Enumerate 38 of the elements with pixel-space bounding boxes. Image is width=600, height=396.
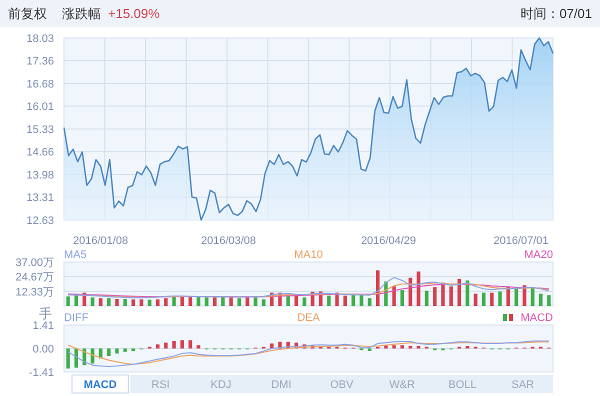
y-tick-label: 18.03: [26, 33, 54, 45]
text: DEA: [297, 312, 320, 324]
y-tick-label: 13.31: [26, 192, 54, 204]
y-axis-title: 手: [39, 306, 52, 321]
text: MACD: [84, 379, 117, 391]
y-tick-label: 16.01: [26, 101, 54, 114]
y-tick-label: 16.68: [26, 78, 54, 90]
y-tick-label: 37.00万: [15, 257, 54, 269]
text: KDJ: [210, 379, 232, 391]
y-tick-label: 17.36: [26, 56, 54, 68]
y-tick-label: 15.33: [26, 124, 54, 136]
y-tick-label: 24.67万: [15, 272, 54, 284]
y-tick-label: 1.41: [32, 320, 54, 332]
x-tick-label: 2016/01/08: [73, 235, 128, 247]
text: SAR: [512, 379, 534, 391]
y-tick-label: 12.63: [26, 215, 54, 227]
text: BOLL: [448, 379, 477, 391]
y-tick-label: 14.66: [26, 146, 54, 159]
y-tick-label: 12.33万: [15, 286, 54, 298]
text: MA10: [294, 249, 323, 261]
legend-label: MACD: [520, 312, 554, 324]
text: +15.09%: [108, 6, 160, 21]
text: 涨跌幅: [62, 6, 101, 21]
x-tick-label: 2016/04/29: [360, 235, 416, 247]
y-tick-label: 0.00: [32, 344, 54, 356]
text: DMI: [271, 379, 292, 391]
text: MA5: [64, 249, 87, 261]
text: DIFF: [64, 312, 89, 324]
y-tick-label: 13.98: [26, 170, 54, 182]
x-tick-label: 2016/07/01: [493, 235, 549, 247]
text: MA20: [524, 249, 553, 261]
text: W&R: [389, 379, 415, 391]
x-tick-label: 2016/03/08: [200, 235, 256, 247]
y-tick-label: -1.41: [28, 367, 54, 379]
text: 时间：07/01: [520, 6, 592, 21]
text: 前复权: [8, 6, 47, 21]
text: RSI: [151, 379, 170, 391]
text: OBV: [330, 379, 354, 391]
